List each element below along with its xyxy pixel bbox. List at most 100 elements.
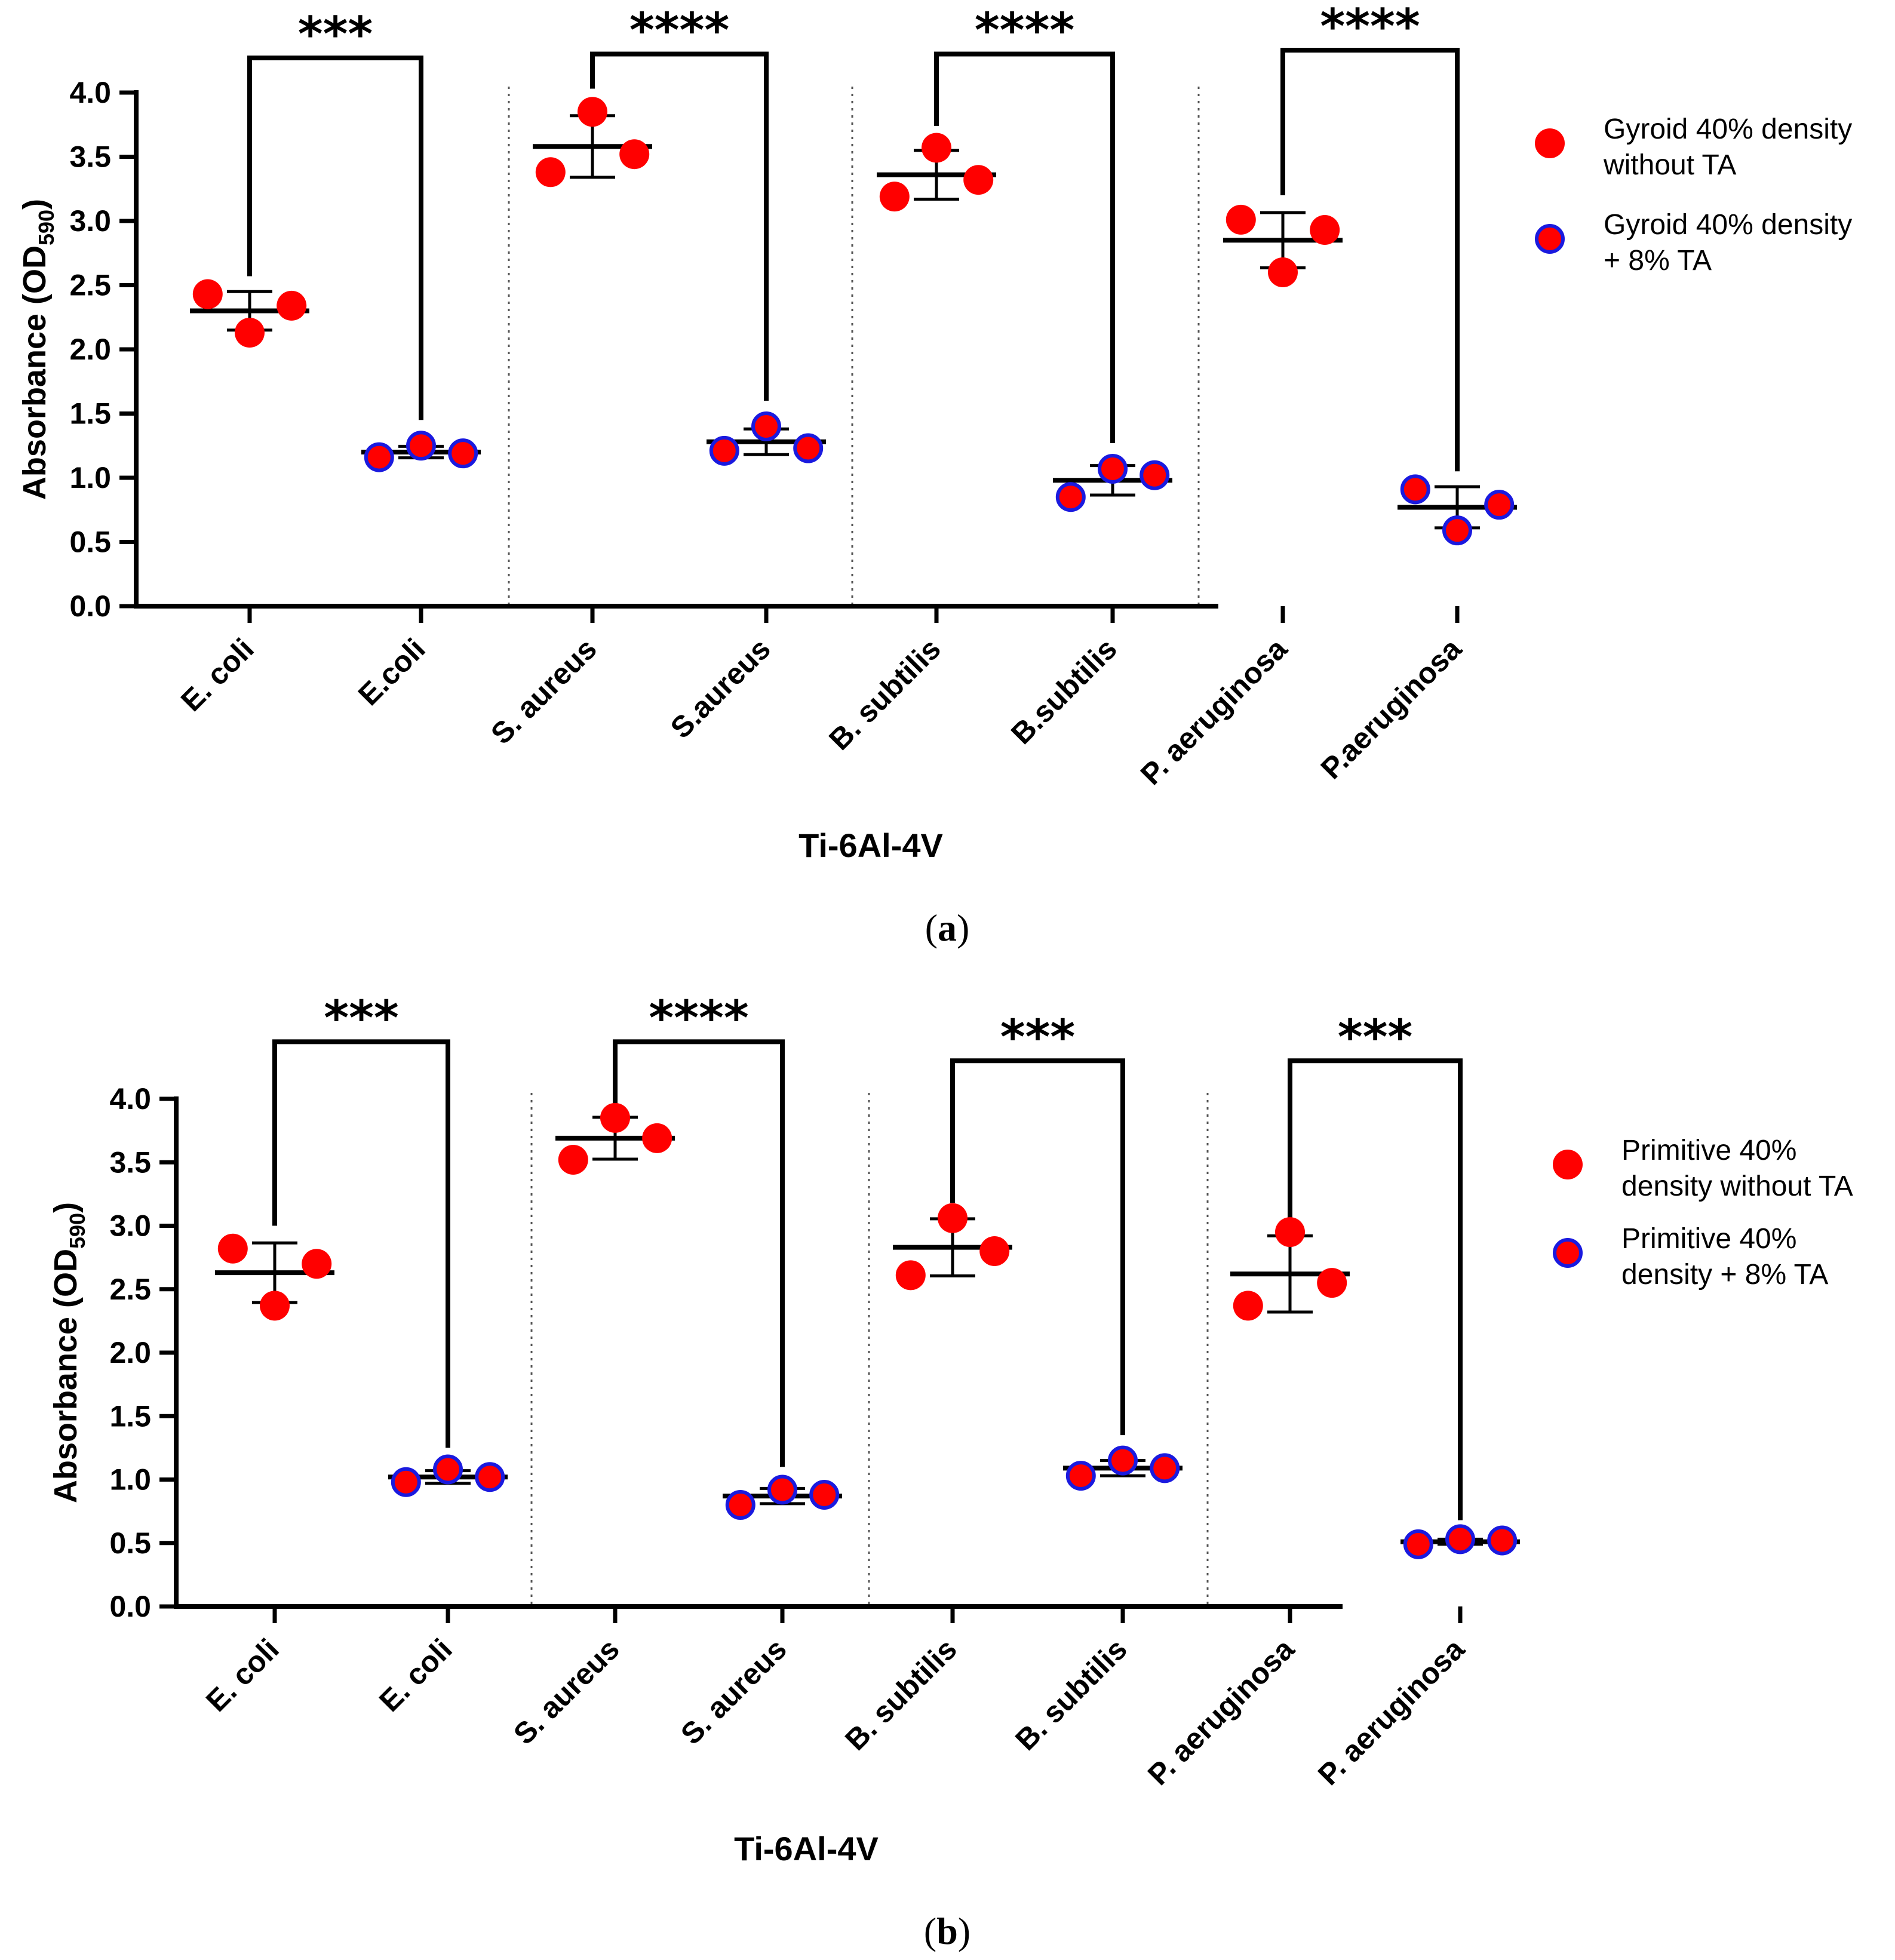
- chart-panel-b: 0.0 0.5 1.0 1.5 2.0 2.5 3.0 3.5 4.0 E. coli E. col…: [48, 990, 1853, 1952]
- chart-panel-a: 0.0 0.5 1.0 1.5 2.0 2.5 3.0 3.5 4.0 E. coli E.coli…: [17, 0, 1852, 949]
- x-category-label: S. aureus: [674, 1632, 793, 1751]
- data-point: [448, 438, 478, 469]
- significance-label: ****: [975, 3, 1074, 59]
- panel-label-close: ): [958, 1910, 970, 1952]
- legend-label-line1: Gyroid 40% density: [1604, 209, 1852, 241]
- data-point: [1150, 1453, 1180, 1483]
- data-point: [751, 411, 781, 441]
- data-point: [1055, 482, 1086, 512]
- data-point: [1108, 1445, 1138, 1476]
- panel-label-letter: a: [938, 907, 957, 949]
- y-axis-title-subscript: 590: [65, 1213, 90, 1249]
- data-point: [364, 442, 394, 472]
- x-category-label: B. subtilis: [839, 1632, 963, 1757]
- y-tick-label: 0.5: [109, 1526, 151, 1560]
- y-tick-label: 1.0: [69, 461, 111, 494]
- data-point: [619, 139, 650, 170]
- x-category-label: P. aeruginosa: [1141, 1632, 1301, 1792]
- data-point: [475, 1462, 505, 1492]
- data-point: [895, 1260, 926, 1291]
- y-tick-label: 3.0: [69, 204, 111, 238]
- y-tick-label: 4.0: [69, 76, 111, 109]
- legend-marker: [1535, 224, 1565, 254]
- data-point: [642, 1123, 672, 1153]
- data-point: [809, 1480, 840, 1510]
- panel-label: (b): [924, 1910, 970, 1952]
- data-point: [922, 133, 951, 163]
- data-point: [1445, 1524, 1475, 1555]
- data-point: [938, 1203, 968, 1233]
- data-point: [1226, 204, 1256, 235]
- data-point: [1098, 453, 1128, 484]
- x-category-label: E. coli: [199, 1632, 285, 1718]
- y-tick-label: 0.0: [69, 589, 111, 623]
- data-point: [1065, 1461, 1096, 1491]
- y-tick-label: 2.0: [69, 333, 111, 366]
- x-category-label: B. subtilis: [822, 632, 947, 757]
- y-tick-label: 1.5: [69, 397, 111, 431]
- data-point: [709, 435, 739, 466]
- data-point: [879, 182, 910, 212]
- data-point: [1275, 1217, 1305, 1248]
- legend-marker: [1553, 1238, 1583, 1268]
- data-point: [1233, 1291, 1263, 1321]
- data-point: [578, 97, 607, 127]
- x-category-label: S. aureus: [507, 1632, 626, 1751]
- data-point: [558, 1145, 588, 1175]
- y-axis-title: Absorbance (OD590): [48, 1202, 90, 1503]
- legend-marker: [1535, 128, 1565, 158]
- data-point: [979, 1236, 1010, 1266]
- data-point: [1442, 515, 1472, 546]
- significance-bracket: [950, 1058, 1125, 1436]
- data-point: [1310, 215, 1340, 245]
- significance-label: ***: [324, 990, 399, 1046]
- data-point: [406, 431, 436, 461]
- legend-label-line2: density without TA: [1621, 1171, 1853, 1202]
- legend-marker: [1553, 1150, 1583, 1179]
- y-axis-title-subscript: 590: [34, 210, 59, 245]
- data-point: [767, 1474, 797, 1505]
- y-tick-label: 0.5: [69, 526, 111, 559]
- x-category-label: E. coli: [174, 632, 260, 718]
- data-point: [192, 279, 223, 309]
- significance-bracket: [934, 51, 1115, 443]
- legend-label-line2: density + 8% TA: [1621, 1259, 1828, 1291]
- panel-label-letter: b: [936, 1910, 958, 1952]
- data-point: [302, 1249, 332, 1279]
- data-point: [1268, 257, 1298, 287]
- data-point: [963, 165, 994, 195]
- y-axis-title-main: Absorbance (OD: [17, 245, 53, 500]
- significance-bracket: [1288, 1058, 1463, 1520]
- y-axis-title-tail: ): [48, 1202, 84, 1213]
- significance-label: ***: [1000, 1009, 1076, 1065]
- data-point: [1484, 490, 1515, 520]
- y-tick-label: 1.5: [109, 1399, 151, 1433]
- legend-label-line2: + 8% TA: [1604, 245, 1712, 277]
- y-tick-label: 3.5: [69, 140, 111, 174]
- y-axis-title: Absorbance (OD590): [17, 199, 59, 500]
- data-point: [433, 1454, 463, 1485]
- significance-bracket: [247, 55, 423, 420]
- x-category-label: P.aeruginosa: [1314, 631, 1469, 785]
- data-point: [1403, 1529, 1433, 1559]
- significance-label: ****: [1320, 0, 1420, 54]
- data-point: [1140, 460, 1170, 490]
- y-tick-label: 1.0: [109, 1463, 151, 1497]
- data-point: [535, 157, 566, 188]
- significance-bracket: [1280, 48, 1460, 472]
- data-point: [235, 318, 265, 348]
- data-point: [260, 1291, 290, 1321]
- legend-label-line1: Primitive 40%: [1621, 1223, 1796, 1255]
- legend-label-line1: Primitive 40%: [1621, 1135, 1796, 1166]
- legend-label-line1: Gyroid 40% density: [1604, 113, 1852, 145]
- y-tick-label: 2.0: [109, 1336, 151, 1369]
- y-tick-label: 3.5: [109, 1145, 151, 1179]
- panel-label-open: (: [924, 1910, 936, 1952]
- data-point: [1400, 474, 1430, 505]
- significance-label: ****: [649, 990, 748, 1046]
- x-category-label: P. aeruginosa: [1312, 1632, 1472, 1792]
- y-axis-title-main: Absorbance (OD: [48, 1249, 84, 1503]
- data-point: [725, 1490, 755, 1520]
- panel-label: (a): [925, 907, 970, 949]
